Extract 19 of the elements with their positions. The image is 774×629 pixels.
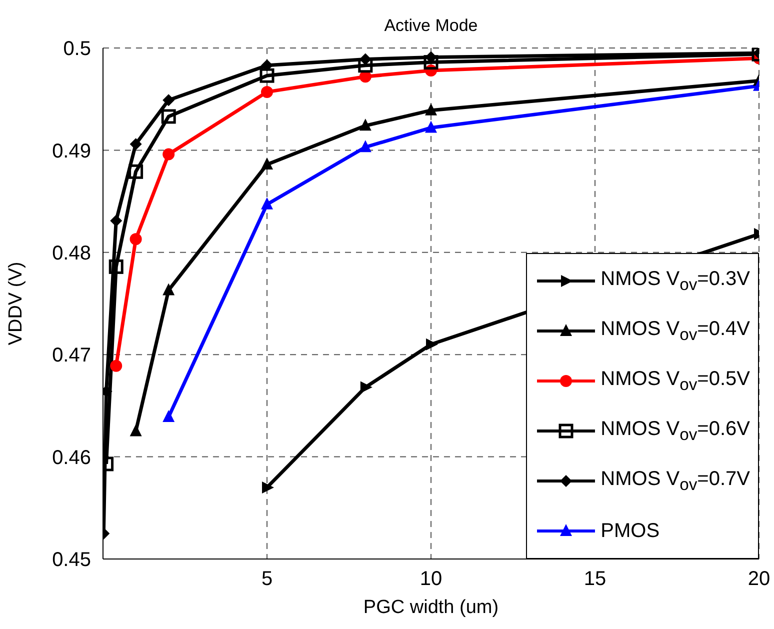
legend-label: NMOS V$_{ov}$=0.6V: [600, 418, 750, 444]
x-tick-label: 10: [420, 568, 442, 590]
y-tick-label: 0.49: [52, 140, 91, 162]
y-axis-title: VDDV (V): [6, 262, 27, 346]
x-axis-title: PGC width (um): [363, 597, 499, 618]
y-tick-label: 0.45: [52, 549, 91, 572]
legend-label: NMOS V$_{ov}$=0.7V: [600, 468, 750, 494]
legend-label: NMOS V$_{ov}$=0.3V: [600, 268, 750, 294]
x-tick-label: 5: [261, 568, 273, 590]
chart-title: Active Mode: [383, 16, 479, 36]
legend-label: NMOS V$_{ov}$=0.5V: [600, 368, 750, 394]
y-tick-label: 0.47: [52, 344, 91, 367]
legend-label: PMOS: [600, 520, 660, 542]
legend-label: NMOS V$_{ov}$=0.4V: [600, 318, 750, 344]
x-tick-label: 20: [748, 568, 770, 590]
y-tick-label: 0.48: [52, 242, 91, 264]
y-tick-label: 0.5: [63, 38, 91, 60]
x-tick-label: 15: [584, 568, 606, 590]
y-tick-label: 0.46: [52, 446, 91, 469]
